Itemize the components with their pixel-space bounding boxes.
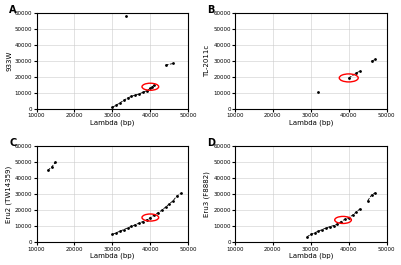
Text: C: C <box>9 139 16 148</box>
X-axis label: Lambda (bp): Lambda (bp) <box>90 253 135 259</box>
X-axis label: Lambda (bp): Lambda (bp) <box>289 120 333 126</box>
Y-axis label: 933W: 933W <box>6 51 12 71</box>
X-axis label: Lambda (bp): Lambda (bp) <box>289 253 333 259</box>
Text: B: B <box>208 5 215 15</box>
Text: A: A <box>9 5 17 15</box>
Y-axis label: Eru2 (TW14359): Eru2 (TW14359) <box>6 166 12 223</box>
Y-axis label: TL-2011c: TL-2011c <box>205 45 211 77</box>
Text: D: D <box>208 139 216 148</box>
Y-axis label: Eru3 (F8882): Eru3 (F8882) <box>204 171 211 217</box>
X-axis label: Lambda (bp): Lambda (bp) <box>90 120 135 126</box>
